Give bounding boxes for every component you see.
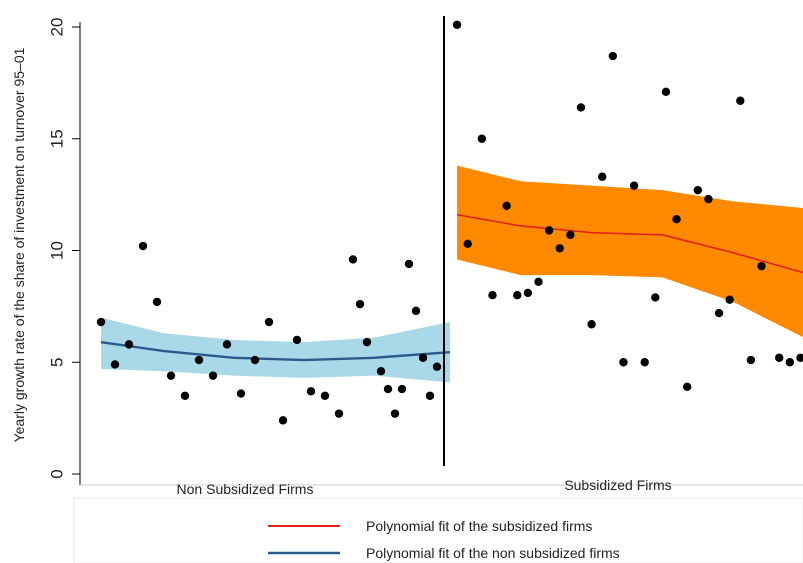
group-label-subsidized: Subsidized Firms — [564, 477, 671, 493]
scatter-points — [96, 20, 803, 425]
data-point-non-subsidized — [418, 353, 428, 362]
data-point-subsidized — [587, 320, 596, 329]
fit-lines — [100, 213, 803, 362]
data-point-subsidized — [598, 172, 607, 181]
data-point-subsidized — [608, 51, 618, 61]
data-point-non-subsidized — [320, 391, 330, 400]
data-point-non-subsidized — [194, 355, 204, 365]
data-point-non-subsidized — [411, 306, 421, 316]
data-point-non-subsidized — [425, 391, 435, 400]
data-point-subsidized — [682, 382, 692, 392]
y-tick-label: 15 — [47, 129, 66, 148]
data-point-subsidized — [477, 134, 487, 143]
data-point-non-subsidized — [390, 409, 400, 418]
fit-line-subsidized — [456, 213, 803, 274]
data-point-non-subsidized — [138, 241, 148, 251]
data-point-subsidized — [488, 291, 497, 300]
y-axis-title: Yearly growth rate of the share of inves… — [11, 47, 27, 442]
data-point-subsidized — [502, 201, 511, 210]
data-point-subsidized — [757, 261, 766, 271]
data-point-non-subsidized — [334, 409, 344, 418]
legend: Polynomial fit of the subsidized firms P… — [268, 518, 620, 561]
data-point-non-subsidized — [376, 366, 386, 376]
data-point-subsidized — [566, 230, 575, 240]
data-point-subsidized — [534, 277, 543, 286]
data-point-subsidized — [523, 288, 533, 298]
data-point-non-subsidized — [278, 416, 288, 425]
confidence-band-non-subsidized — [101, 317, 450, 383]
data-point-non-subsidized — [208, 371, 218, 380]
data-point-subsidized — [640, 358, 649, 367]
data-point-subsidized — [693, 185, 702, 195]
data-point-subsidized — [746, 355, 756, 365]
data-point-subsidized — [704, 194, 713, 204]
data-point-non-subsidized — [96, 317, 106, 327]
data-point-subsidized — [513, 291, 522, 300]
data-point-non-subsidized — [250, 355, 260, 365]
data-point-subsidized — [725, 295, 734, 304]
data-point-non-subsidized — [110, 360, 120, 369]
data-point-non-subsidized — [166, 371, 176, 380]
data-point-subsidized — [452, 20, 462, 29]
legend-box — [73, 497, 803, 563]
data-point-subsidized — [785, 358, 795, 367]
data-point-non-subsidized — [180, 391, 190, 400]
data-point-subsidized — [661, 87, 671, 97]
data-point-non-subsidized — [306, 387, 316, 396]
confidence-bands — [101, 165, 803, 383]
data-point-subsidized — [736, 96, 745, 105]
y-axis-ticks: 0 5 10 15 20 — [47, 18, 80, 479]
data-point-non-subsidized — [292, 335, 302, 345]
data-point-non-subsidized — [362, 337, 372, 347]
y-tick-label: 0 — [47, 469, 66, 478]
data-point-subsidized — [629, 181, 639, 190]
data-point-non-subsidized — [348, 255, 358, 264]
y-tick-label: 5 — [47, 358, 66, 367]
legend-label-non-subsidized: Polynomial fit of the non subsidized fir… — [366, 545, 620, 561]
data-point-subsidized — [714, 308, 724, 318]
data-point-non-subsidized — [264, 317, 274, 327]
data-point-subsidized — [576, 103, 586, 112]
group-label-non-subsidized: Non Subsidized Firms — [177, 481, 314, 497]
legend-label-subsidized: Polynomial fit of the subsidized firms — [366, 518, 592, 534]
data-point-subsidized — [775, 353, 784, 362]
data-point-non-subsidized — [383, 384, 393, 394]
data-point-non-subsidized — [432, 362, 442, 371]
data-point-subsidized — [651, 293, 660, 302]
data-point-non-subsidized — [355, 299, 365, 309]
confidence-band-subsidized — [457, 165, 803, 338]
fit-line-non-subsidized — [100, 340, 451, 362]
data-point-non-subsidized — [397, 384, 407, 394]
data-point-subsidized — [463, 239, 472, 248]
data-point-non-subsidized — [152, 297, 162, 307]
data-point-non-subsidized — [124, 340, 134, 349]
data-point-non-subsidized — [404, 259, 414, 269]
data-point-non-subsidized — [236, 389, 246, 398]
data-point-non-subsidized — [222, 340, 232, 349]
data-point-subsidized — [619, 358, 628, 367]
data-point-subsidized — [544, 226, 554, 235]
y-tick-label: 20 — [47, 18, 66, 37]
data-point-subsidized — [672, 215, 681, 224]
y-tick-label: 10 — [47, 241, 66, 260]
data-point-subsidized — [796, 353, 803, 362]
data-point-subsidized — [555, 244, 564, 253]
